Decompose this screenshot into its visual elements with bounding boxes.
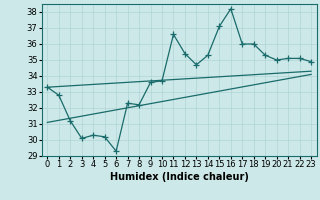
X-axis label: Humidex (Indice chaleur): Humidex (Indice chaleur) — [110, 172, 249, 182]
